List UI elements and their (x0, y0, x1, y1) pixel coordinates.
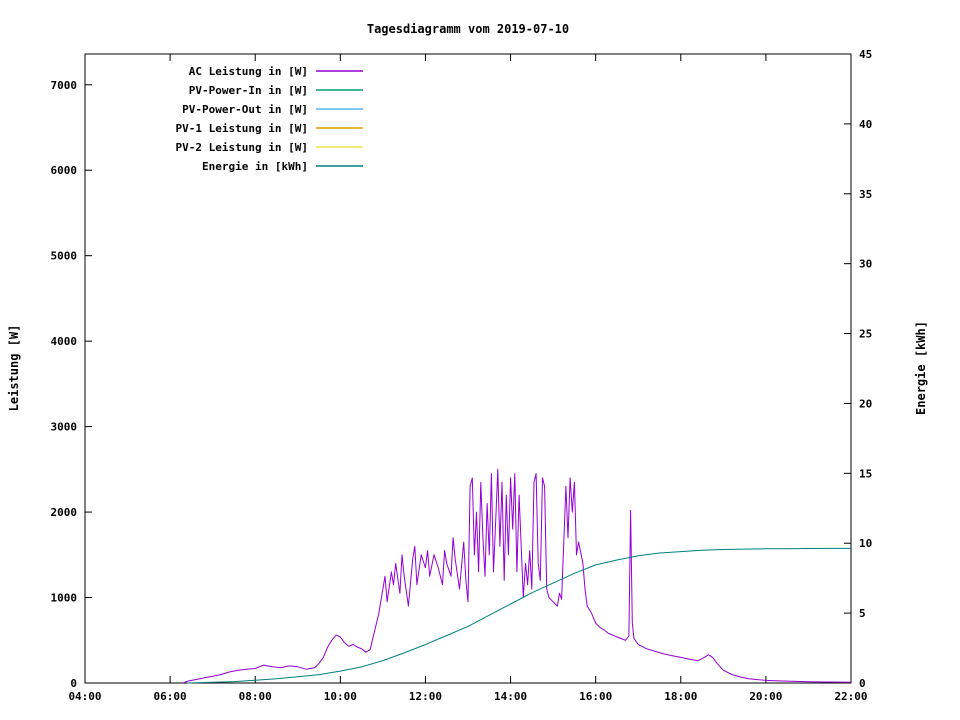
y-axis-label-right: Energie [kWh] (914, 321, 928, 415)
legend-label: PV-1 Leistung in [W] (176, 122, 308, 135)
x-tick-label: 10:00 (324, 690, 357, 703)
series-ac-leistung-in-w- (182, 468, 852, 684)
y-tick-label-right: 35 (859, 188, 872, 201)
y-tick-label-left: 5000 (51, 250, 78, 263)
legend-label: Energie in [kWh] (202, 160, 308, 173)
y-tick-label-right: 45 (859, 48, 872, 61)
x-tick-label: 18:00 (664, 690, 697, 703)
y-tick-label-left: 6000 (51, 164, 78, 177)
y-tick-label-right: 5 (859, 607, 866, 620)
y-tick-label-right: 15 (859, 467, 872, 480)
x-tick-label: 20:00 (749, 690, 782, 703)
x-tick-label: 08:00 (239, 690, 272, 703)
x-tick-label: 12:00 (409, 690, 442, 703)
legend-label: AC Leistung in [W] (189, 65, 308, 78)
x-tick-label: 22:00 (834, 690, 867, 703)
y-tick-label-right: 40 (859, 118, 872, 131)
x-tick-label: 16:00 (579, 690, 612, 703)
y-tick-label-left: 0 (70, 677, 77, 690)
y-tick-label-left: 2000 (51, 506, 78, 519)
y-tick-label-left: 4000 (51, 335, 78, 348)
legend-label: PV-Power-Out in [W] (182, 103, 308, 116)
y-tick-label-right: 25 (859, 328, 872, 341)
chart-title: Tagesdiagramm vom 2019-07-10 (366, 22, 570, 36)
y-tick-label-right: 20 (859, 397, 872, 410)
series-energie-in-kwh- (187, 547, 851, 684)
plot-border (84, 53, 852, 684)
y-tick-label-right: 0 (859, 677, 866, 690)
y-tick-label-right: 30 (859, 258, 872, 271)
y-tick-label-left: 1000 (51, 592, 78, 605)
y-axis-label-left: Leistung [W] (7, 324, 21, 412)
legend-label: PV-Power-In in [W] (189, 84, 308, 97)
x-tick-label: 06:00 (154, 690, 187, 703)
y-tick-label-left: 7000 (51, 79, 78, 92)
y-tick-label-right: 10 (859, 537, 872, 550)
x-tick-label: 04:00 (68, 690, 101, 703)
y-tick-label-left: 3000 (51, 421, 78, 434)
legend-label: PV-2 Leistung in [W] (176, 141, 308, 154)
x-tick-label: 14:00 (494, 690, 527, 703)
